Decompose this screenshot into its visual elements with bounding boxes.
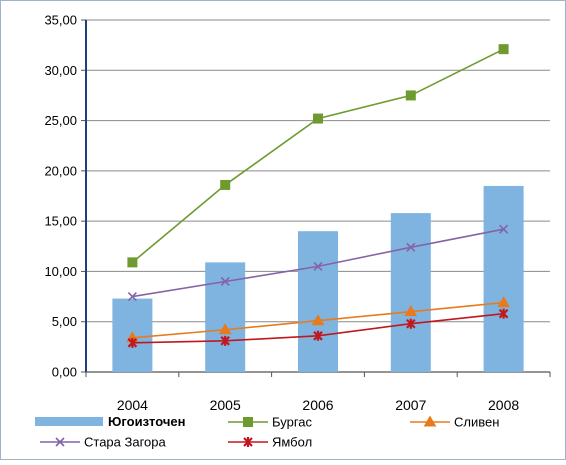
data-point xyxy=(220,179,231,190)
y-tick-label: 10,00 xyxy=(44,264,77,279)
data-point xyxy=(498,308,509,319)
y-tick-label: 25,00 xyxy=(44,113,77,128)
x-tick-label: 2007 xyxy=(395,397,426,413)
data-point xyxy=(405,90,416,101)
legend-label: Югоизточен xyxy=(108,414,186,429)
legend-item-2: Сливен xyxy=(410,415,499,430)
data-point xyxy=(220,276,230,287)
legend-item-0: Югоизточен xyxy=(35,414,186,429)
legend-marker xyxy=(243,437,253,447)
data-point xyxy=(127,292,137,302)
bar-2008 xyxy=(483,185,524,372)
legend-marker xyxy=(55,437,65,447)
data-point xyxy=(313,261,323,271)
series-2-line xyxy=(126,296,510,343)
series-3-line xyxy=(127,224,509,302)
bar-2006 xyxy=(298,231,338,372)
y-tick-label: 5,00 xyxy=(52,314,77,329)
x-tick-label: 2005 xyxy=(210,397,241,413)
y-tick-label: 15,00 xyxy=(44,214,77,229)
data-point xyxy=(127,257,138,268)
x-tick-label: 2004 xyxy=(117,397,148,413)
x-tick-label: 2008 xyxy=(488,397,519,413)
data-point xyxy=(404,305,418,317)
legend-label: Стара Загора xyxy=(84,435,166,450)
legend-swatch xyxy=(35,417,103,426)
y-tick-label: 0,00 xyxy=(52,365,77,380)
legend-item-4: Ямбол xyxy=(228,435,312,450)
legend-label: Сливен xyxy=(454,415,499,430)
data-point xyxy=(220,335,230,346)
legend-item-1: Бургас xyxy=(228,415,313,430)
legend: Югоизточен Бургас Сливен Стара Загора Ямбол xyxy=(35,414,499,450)
line-series xyxy=(126,44,510,348)
legend-label: Ямбол xyxy=(272,435,312,450)
data-point xyxy=(311,314,325,326)
bar-2007 xyxy=(390,213,431,372)
legend-item-3: Стара Загора xyxy=(40,435,166,450)
data-point xyxy=(313,113,323,124)
x-tick-label: 2006 xyxy=(302,397,333,413)
y-tick-label: 20,00 xyxy=(44,163,77,178)
data-point xyxy=(499,224,509,234)
legend-marker xyxy=(423,415,437,427)
data-point xyxy=(127,337,138,348)
legend-label: Бургас xyxy=(272,415,313,430)
data-point xyxy=(218,323,232,335)
series-1-line xyxy=(127,44,509,268)
y-tick-label: 30,00 xyxy=(44,63,77,78)
data-point xyxy=(406,242,416,252)
series-4-line xyxy=(127,308,509,348)
axes: 0,00 5,00 10,00 15,00 20,00 25,00 30,00 35,00 20… xyxy=(44,13,551,413)
data-point xyxy=(406,318,416,329)
data-point xyxy=(498,44,509,55)
data-point xyxy=(497,296,510,308)
data-point xyxy=(313,330,323,341)
y-tick-label: 35,00 xyxy=(44,13,77,28)
legend-marker xyxy=(243,417,253,427)
